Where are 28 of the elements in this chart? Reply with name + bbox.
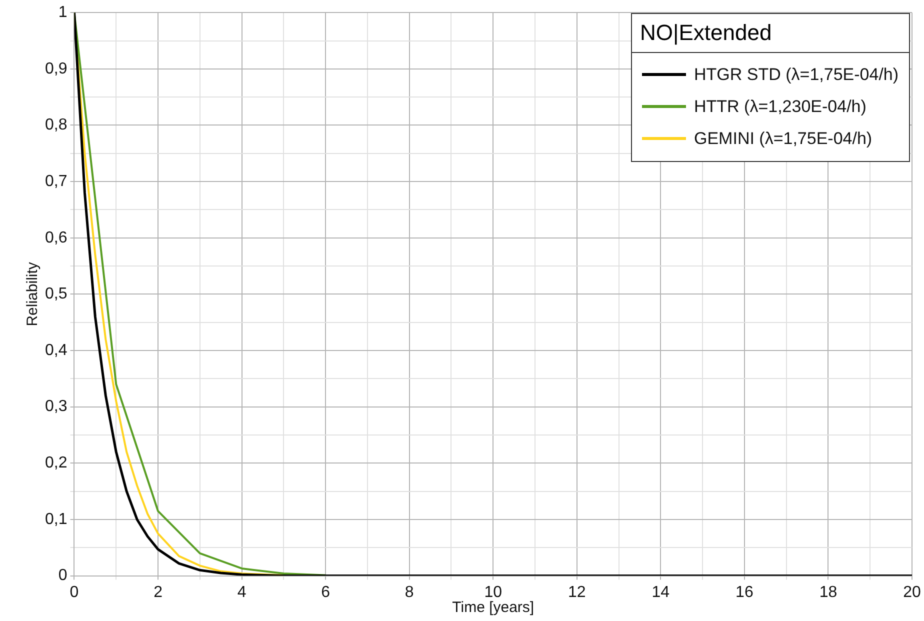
x-tick-label: 12: [568, 584, 586, 601]
y-tick-label: 0,1: [44, 510, 68, 528]
x-tick-label: 2: [154, 584, 163, 601]
legend-label: HTGR STD (λ=1,75E-04/h): [694, 64, 899, 85]
x-tick-label: 18: [819, 584, 838, 601]
y-tick-label: 1: [58, 4, 68, 22]
y-tick-label: 0,5: [44, 286, 68, 303]
y-tick-label: 0,6: [44, 229, 68, 246]
x-axis-title: Time [years]: [452, 599, 534, 616]
y-tick-label: 0,7: [44, 172, 68, 190]
legend-title: NO|Extended: [631, 12, 910, 53]
x-tick-label: 16: [736, 584, 754, 601]
y-axis-title: Reliability: [24, 262, 42, 326]
y-tick-label: 0: [58, 567, 68, 584]
x-tick-label: 0: [70, 584, 79, 601]
y-tick-label: 0,3: [44, 398, 68, 416]
y-tick-label: 0,4: [44, 342, 68, 359]
x-tick-label: 10: [484, 584, 502, 601]
x-tick-label: 8: [404, 584, 414, 601]
x-tick-label: 20: [903, 584, 921, 601]
legend-label: HTTR (λ=1,230E-04/h): [694, 96, 866, 117]
y-tick-label: 0,2: [44, 454, 68, 472]
y-tick-label: 0,9: [44, 60, 68, 78]
x-tick-label: 6: [321, 584, 330, 601]
legend-label: GEMINI (λ=1,75E-04/h): [694, 128, 872, 149]
x-tick-label: 4: [237, 584, 246, 601]
y-tick-label: 0,8: [44, 116, 68, 134]
x-tick-label: 14: [652, 584, 670, 601]
